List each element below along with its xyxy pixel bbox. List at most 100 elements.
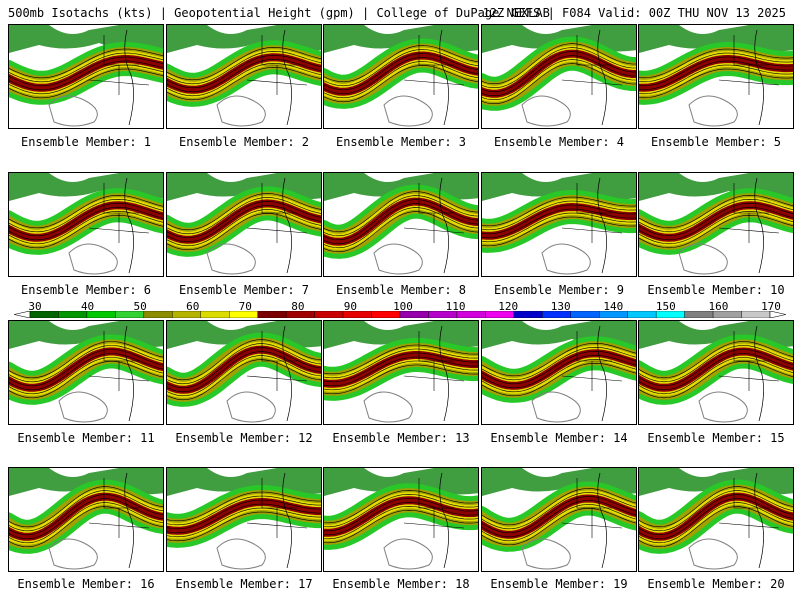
jet-map [482,173,636,275]
height-contour [9,341,163,379]
coastline [124,325,134,422]
height-contour [9,506,163,548]
coastline [439,472,449,569]
height-contour [324,505,478,540]
ensemble-panel [166,172,322,277]
height-contour [9,214,163,249]
height-contour [482,342,636,377]
height-contour [9,502,163,544]
scale-swatch [627,311,657,318]
height-contour [482,212,636,243]
height-contour-low [373,243,423,275]
height-contour-low [48,95,98,127]
scale-swatch [257,311,287,318]
scale-swatch [684,311,714,318]
jet-map [167,25,321,127]
height-contour [639,345,793,383]
height-contour [324,65,478,103]
height-contour [167,62,321,97]
scale-swatch [200,311,230,318]
height-contour [167,503,321,534]
height-contour [324,489,478,524]
jet-band [167,53,321,94]
ensemble-panel [166,24,322,129]
scale-tick-label: 70 [238,300,252,313]
ensemble-panel [8,24,164,129]
jet-map [482,468,636,570]
jet-map [639,321,793,423]
height-contour [167,46,321,81]
coastline [597,325,607,422]
height-contour [324,57,478,95]
height-contour [167,355,321,397]
height-contour [324,348,478,379]
coastline [597,177,607,274]
jet-band [9,492,163,541]
height-contour [639,64,793,95]
height-contour [9,202,163,237]
ensemble-panel [166,320,322,425]
member-label: Ensemble Member: 18 [332,577,470,591]
height-contour [639,206,793,241]
jet-map [639,468,793,570]
height-contour [639,349,793,387]
height-contour [639,494,793,536]
scale-swatch [513,311,543,318]
jet-band [639,54,793,92]
jet-map [324,321,478,423]
height-contour [324,195,478,237]
member-label: Ensemble Member: 20 [647,577,785,591]
height-contour [639,198,793,233]
height-contour-low [521,95,571,127]
height-contour [482,200,636,231]
height-contour-low [531,391,581,423]
scale-swatch [143,311,173,318]
height-contour [639,48,793,79]
member-label: Ensemble Member: 6 [20,283,152,297]
ensemble-panel [481,172,637,277]
height-contour [167,50,321,85]
scale-swatch [58,311,88,318]
jet-map [482,321,636,423]
jet-band [639,492,793,541]
height-contour [639,194,793,229]
height-contour [482,496,636,534]
height-contour [324,191,478,233]
map-title: 500mb Isotachs (kts) | Geopotential Heig… [8,6,550,20]
height-contour [167,201,321,239]
height-contour [9,498,163,540]
member-label: Ensemble Member: 16 [17,577,155,591]
coastline [754,29,764,126]
height-contour [9,490,163,532]
height-contour [324,497,478,532]
height-contour [324,493,478,528]
height-contour [482,492,636,530]
color-scale: 30 40 50 60 70 80 90 100 110 120 130 140 150 160 170 [14,300,786,320]
height-contour [167,507,321,538]
scale-swatch [342,311,372,318]
scale-swatch [485,311,515,318]
coastline [282,472,292,569]
height-contour [639,490,793,532]
jet-band [324,351,478,388]
jet-map [9,25,163,127]
height-contour [167,197,321,235]
coastline [282,29,292,126]
height-contour [167,359,321,401]
scale-swatch [229,311,258,318]
scale-tick-label: 120 [498,300,519,313]
jet-band [482,349,636,390]
jet-band [482,202,636,240]
scale-swatch [570,311,600,318]
member-label: Ensemble Member: 7 [178,283,310,297]
height-contour-low [206,243,256,275]
height-contour [482,43,636,84]
height-contour [9,486,163,528]
height-contour [167,511,321,542]
jet-map [9,173,163,275]
height-contour [167,54,321,89]
height-contour-low [688,95,738,127]
height-contour [167,339,321,381]
height-contour [167,209,321,247]
